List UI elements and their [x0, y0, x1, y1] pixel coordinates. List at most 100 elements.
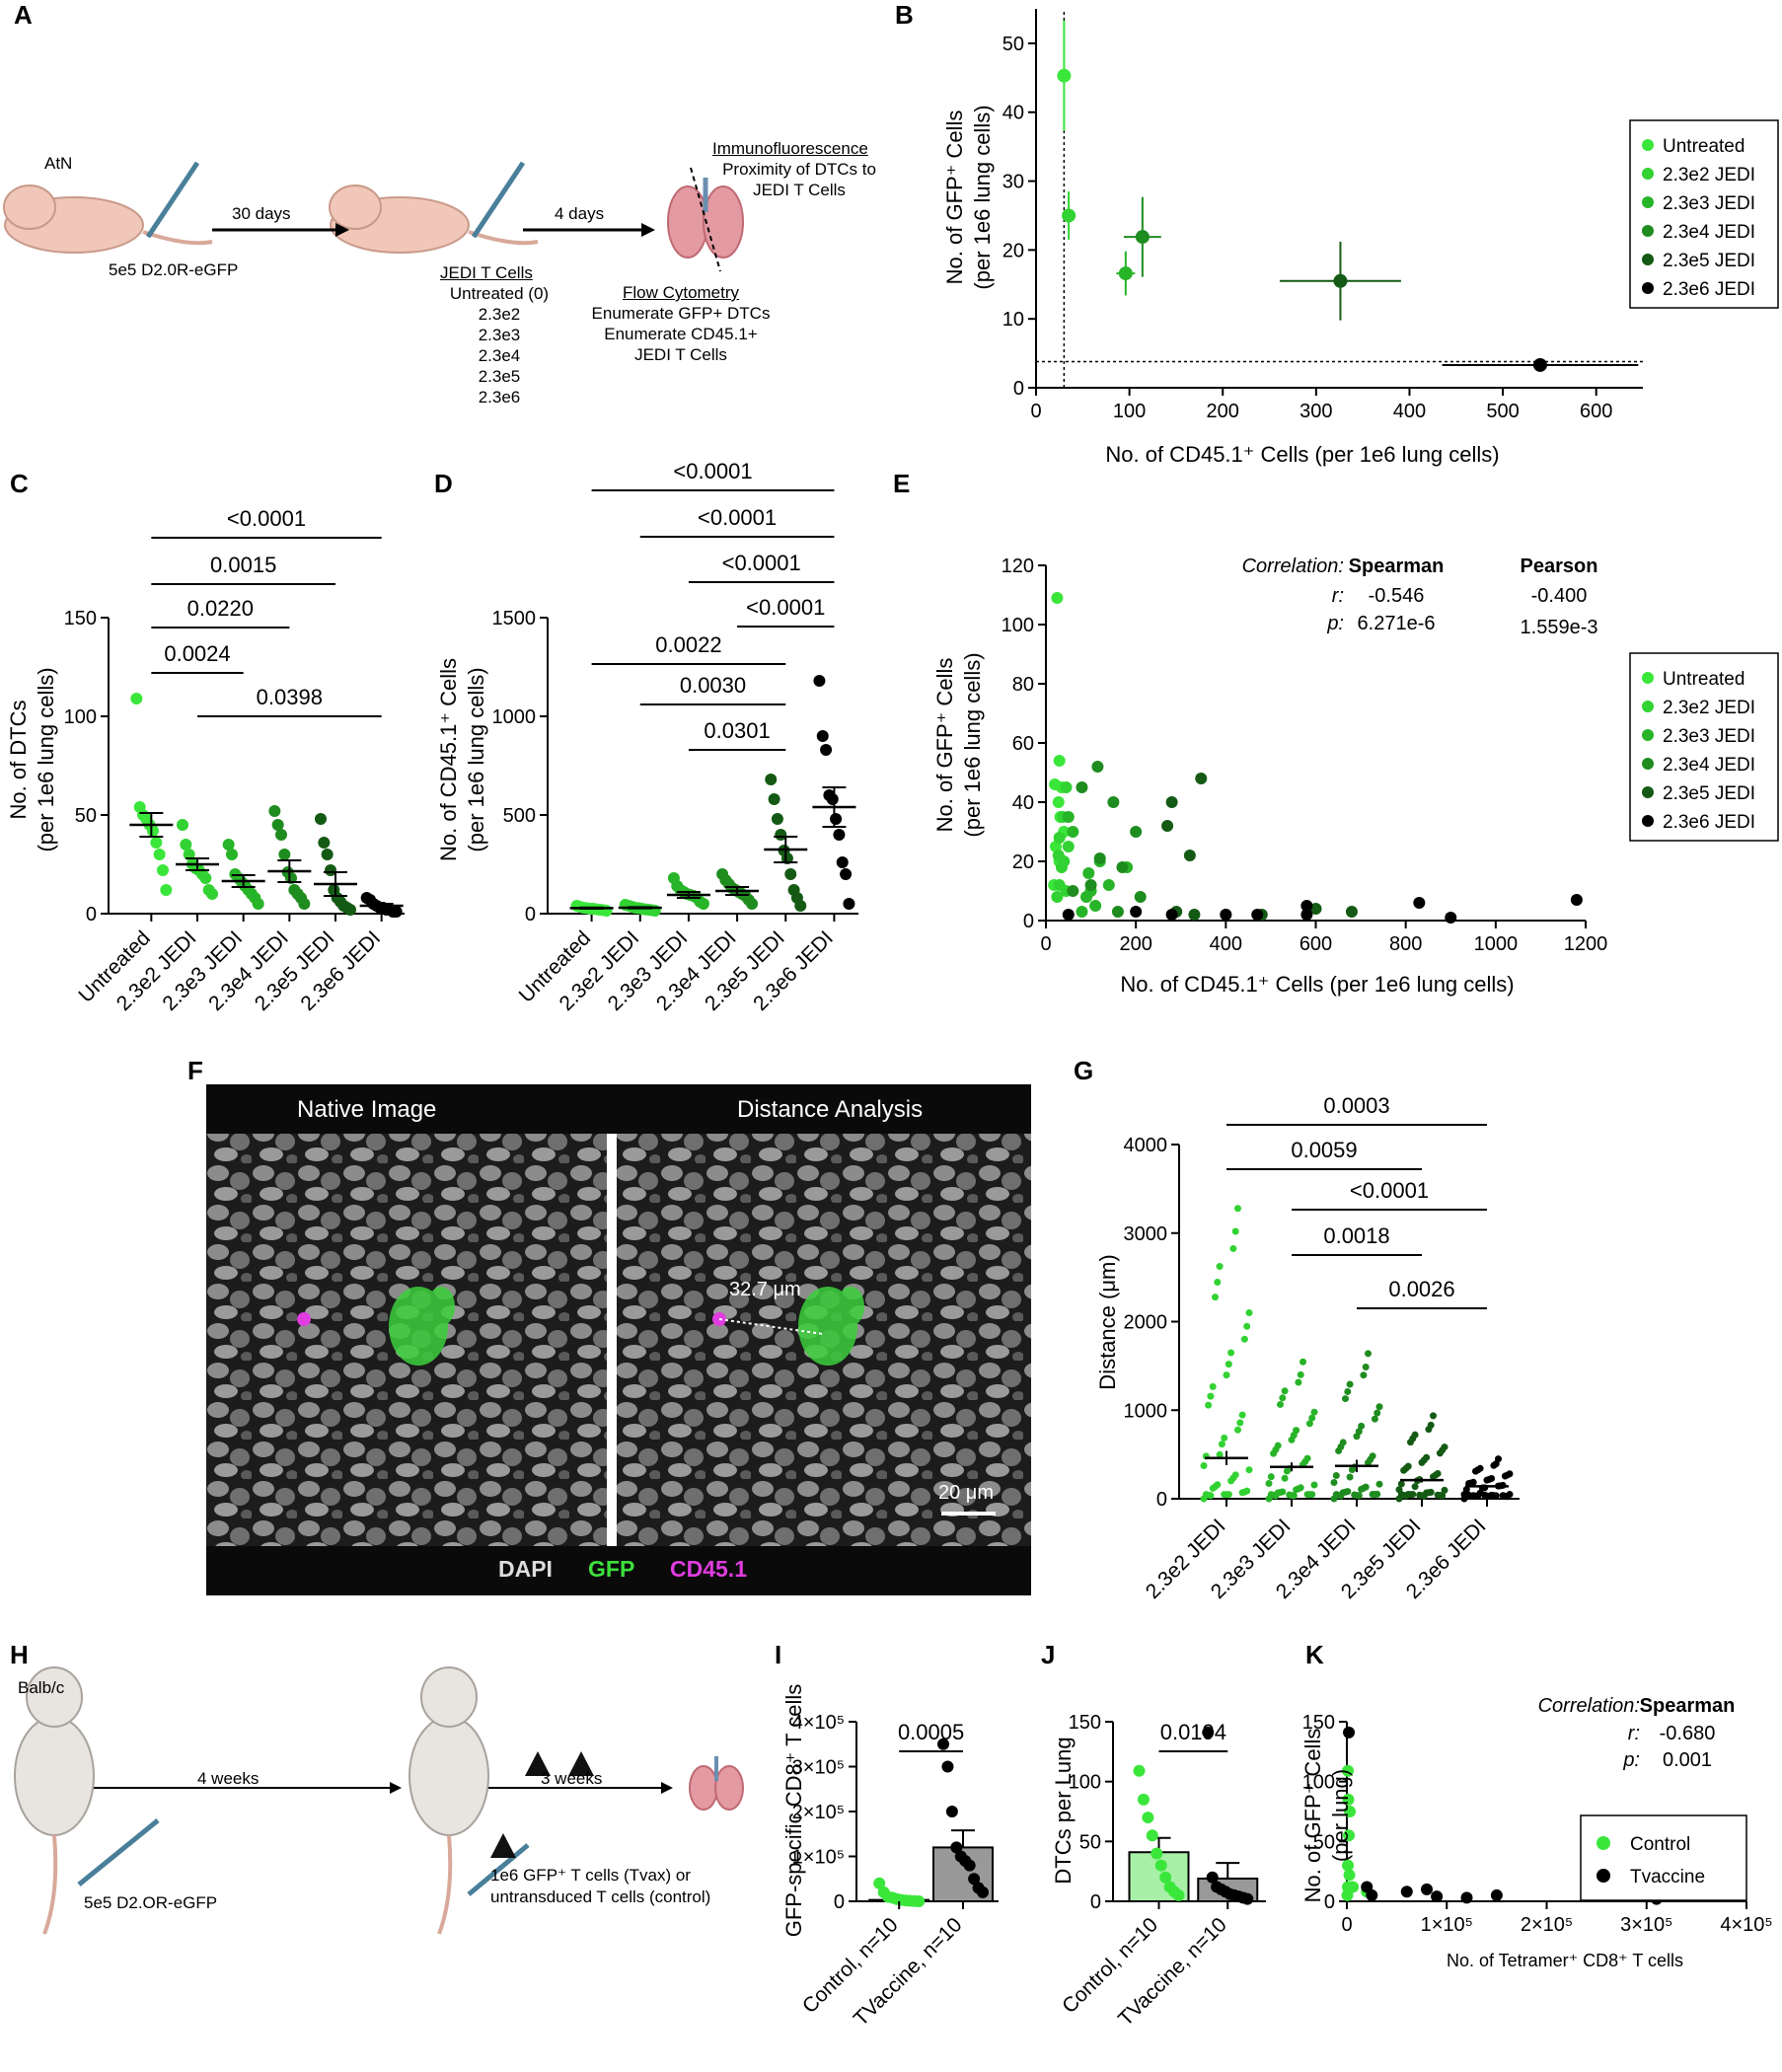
x-tick-label: 2×10⁵	[1521, 1914, 1573, 1936]
data-point	[1146, 1829, 1158, 1842]
data-point	[1165, 909, 1178, 921]
legend-marker	[1642, 225, 1654, 237]
data-point	[950, 1841, 963, 1854]
y-tick-label: 20	[1002, 240, 1024, 261]
data-point	[1243, 1487, 1251, 1495]
y-axis-title: No. of GFP⁺ Cells	[932, 658, 957, 833]
data-point	[1195, 773, 1208, 784]
data-point	[1485, 1493, 1493, 1501]
data-point	[1413, 897, 1426, 909]
data-point	[1236, 1419, 1244, 1427]
panel-label-d: D	[434, 469, 453, 498]
data-point	[1159, 1871, 1172, 1884]
data-point	[1053, 755, 1066, 767]
data-point	[1308, 1491, 1316, 1499]
data-point	[1200, 1462, 1208, 1470]
legend-label: 2.3e5 JEDI	[1663, 251, 1755, 271]
data-point	[1062, 811, 1075, 823]
data-point	[768, 793, 780, 805]
data-point	[1062, 841, 1075, 852]
y-tick-label: 50	[1002, 34, 1024, 55]
spearman-title: Spearman	[1640, 1695, 1736, 1717]
y-tick-label: 0	[86, 904, 97, 925]
data-point	[1216, 1263, 1224, 1271]
distance-value: 32.7 μm	[729, 1279, 801, 1300]
jedi-dose-0: Untreated (0)	[449, 284, 550, 303]
legend-label: 2.3e2 JEDI	[1663, 698, 1755, 718]
data-point	[1202, 1726, 1215, 1739]
data-point	[1427, 1488, 1435, 1496]
data-point	[1234, 1426, 1241, 1434]
y-tick-label: 10	[1002, 309, 1024, 331]
p-value: <0.0001	[698, 505, 777, 530]
data-point	[1052, 796, 1065, 808]
legend-label: 2.3e6 JEDI	[1663, 812, 1755, 833]
data-point	[1277, 1400, 1284, 1408]
r-label: r:	[1332, 585, 1344, 607]
panel-label-g: G	[1074, 1056, 1094, 1085]
data-point	[1225, 1491, 1232, 1499]
data-point	[771, 813, 783, 825]
data-point	[1300, 909, 1313, 921]
y-axis-title: GFP-specific CD8⁺ T cells	[781, 1684, 806, 1938]
data-point	[830, 813, 843, 825]
data-point	[1409, 1491, 1417, 1499]
y-tick-label: 30	[1002, 172, 1024, 193]
data-point	[1093, 852, 1106, 864]
legend-marker	[1642, 786, 1654, 798]
data-point	[1229, 1244, 1237, 1252]
pearson-r: -0.400	[1531, 585, 1588, 607]
y-tick-label: 1000	[492, 706, 537, 728]
data-point	[1495, 1455, 1502, 1463]
p-value: 0.0030	[680, 673, 746, 698]
y-axis-title: No. of DTCs	[6, 700, 31, 819]
data-point	[153, 849, 166, 860]
data-point	[1279, 1394, 1287, 1402]
data-point	[1240, 1335, 1248, 1343]
legend-box	[1629, 119, 1779, 309]
data-point	[836, 856, 849, 868]
data-point	[1344, 1806, 1357, 1817]
data-point	[1346, 1473, 1354, 1481]
data-point	[1183, 850, 1196, 861]
native-image-title: Native Image	[297, 1096, 437, 1123]
data-point-4	[1333, 273, 1348, 288]
legend-label: 2.3e6 JEDI	[1663, 279, 1755, 300]
y-tick-label: 40	[1002, 103, 1024, 124]
legend-label: 2.3e4 JEDI	[1663, 222, 1755, 243]
data-point	[1142, 1812, 1154, 1824]
data-point	[1427, 1421, 1435, 1429]
data-point	[1460, 1891, 1473, 1904]
correlation-label: Correlation:	[1538, 1695, 1640, 1717]
legend-marker	[1596, 1869, 1610, 1883]
data-point	[1214, 1481, 1222, 1489]
p-value: 0.0024	[164, 641, 230, 666]
fc-title: Flow Cytometry	[622, 283, 740, 302]
data-point	[1355, 1492, 1363, 1500]
data-point	[344, 904, 356, 916]
data-point	[1345, 906, 1358, 918]
jedi-dose-3: 2.3e4	[478, 346, 521, 365]
y-tick-label: 2×10⁵	[792, 1802, 845, 1823]
p-value: 0.0005	[898, 1720, 964, 1744]
data-point	[1130, 906, 1143, 918]
panel-label-a: A	[14, 0, 33, 30]
if-desc: Proximity of DTCs to JEDI T Cells	[722, 160, 876, 200]
y-tick-label: 20	[1012, 851, 1034, 873]
data-point	[315, 813, 327, 825]
legend-marker	[1642, 672, 1654, 684]
data-point	[1423, 1453, 1431, 1461]
data-point	[177, 819, 188, 831]
data-point	[1051, 891, 1064, 903]
x-tick-label: 0	[1341, 1914, 1352, 1936]
data-point	[1355, 1428, 1363, 1436]
step2-h: 3 weeks	[541, 1769, 603, 1788]
schematic-h	[14, 1666, 744, 1935]
data-point	[1342, 1764, 1355, 1777]
x-tick-label: 600	[1299, 933, 1332, 955]
data-point	[1297, 1484, 1304, 1492]
data-point	[840, 868, 853, 880]
if-title: Immunofluorescence	[712, 139, 868, 158]
data-point	[1397, 1480, 1405, 1488]
x-axis-title: No. of CD45.1⁺ Cells (per 1e6 lung cells…	[1105, 442, 1499, 467]
